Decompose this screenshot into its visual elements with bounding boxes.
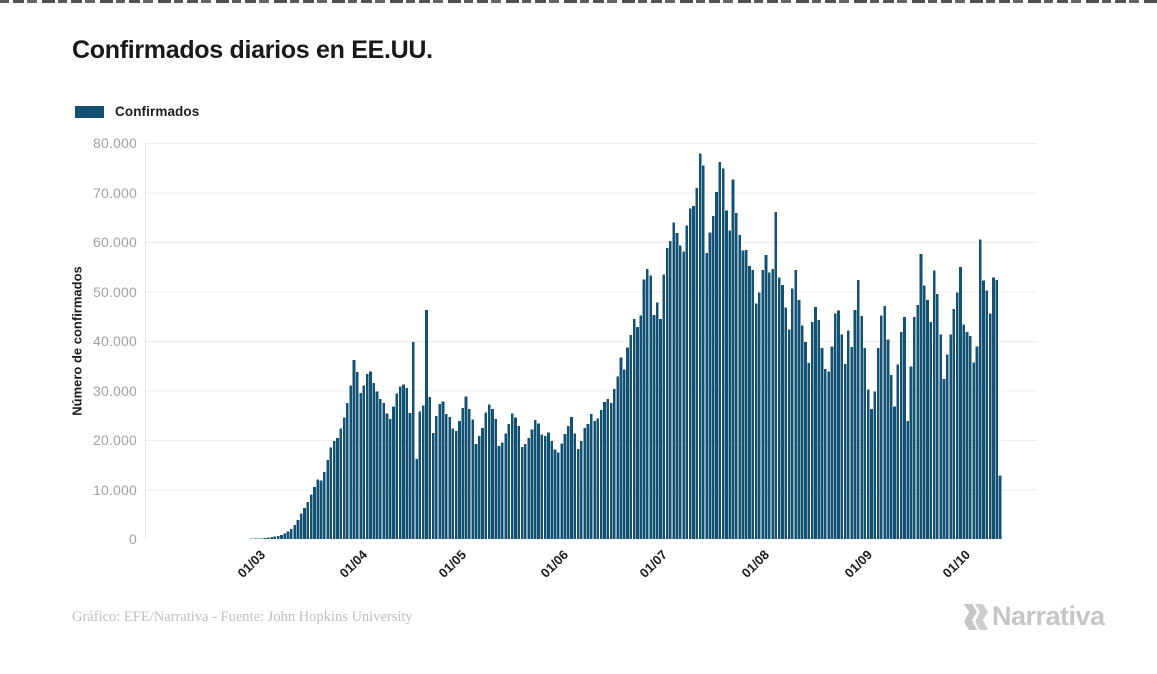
legend-label: Confirmados: [115, 104, 200, 119]
y-tick-label: 40.000: [92, 333, 137, 349]
narrativa-logo-text: Narrativa: [992, 601, 1105, 631]
y-tick-label: 70.000: [92, 184, 137, 201]
source-note: Gráfico: EFE/Narrativa - Fuente: John Ho…: [72, 609, 413, 625]
y-tick-label: 0: [129, 531, 137, 547]
chart-title: Confirmados diarios en EE.UU.: [72, 36, 433, 64]
narrativa-logo-icon: [964, 603, 988, 630]
y-tick-label: 30.000: [92, 382, 137, 399]
legend: Confirmados: [75, 104, 199, 119]
y-tick-label: 80.000: [92, 135, 137, 151]
plot-area: [145, 143, 1037, 539]
bar-series: [145, 143, 1037, 539]
y-tick-label: 50.000: [92, 283, 137, 300]
y-tick-label: 10.000: [92, 481, 137, 498]
narrativa-logo: Narrativa: [963, 601, 1105, 632]
y-tick-label: 20.000: [92, 432, 137, 448]
cropped-text-strip: [0, 0, 1157, 3]
y-tick-label: 60.000: [92, 234, 137, 250]
legend-swatch: [75, 105, 104, 118]
